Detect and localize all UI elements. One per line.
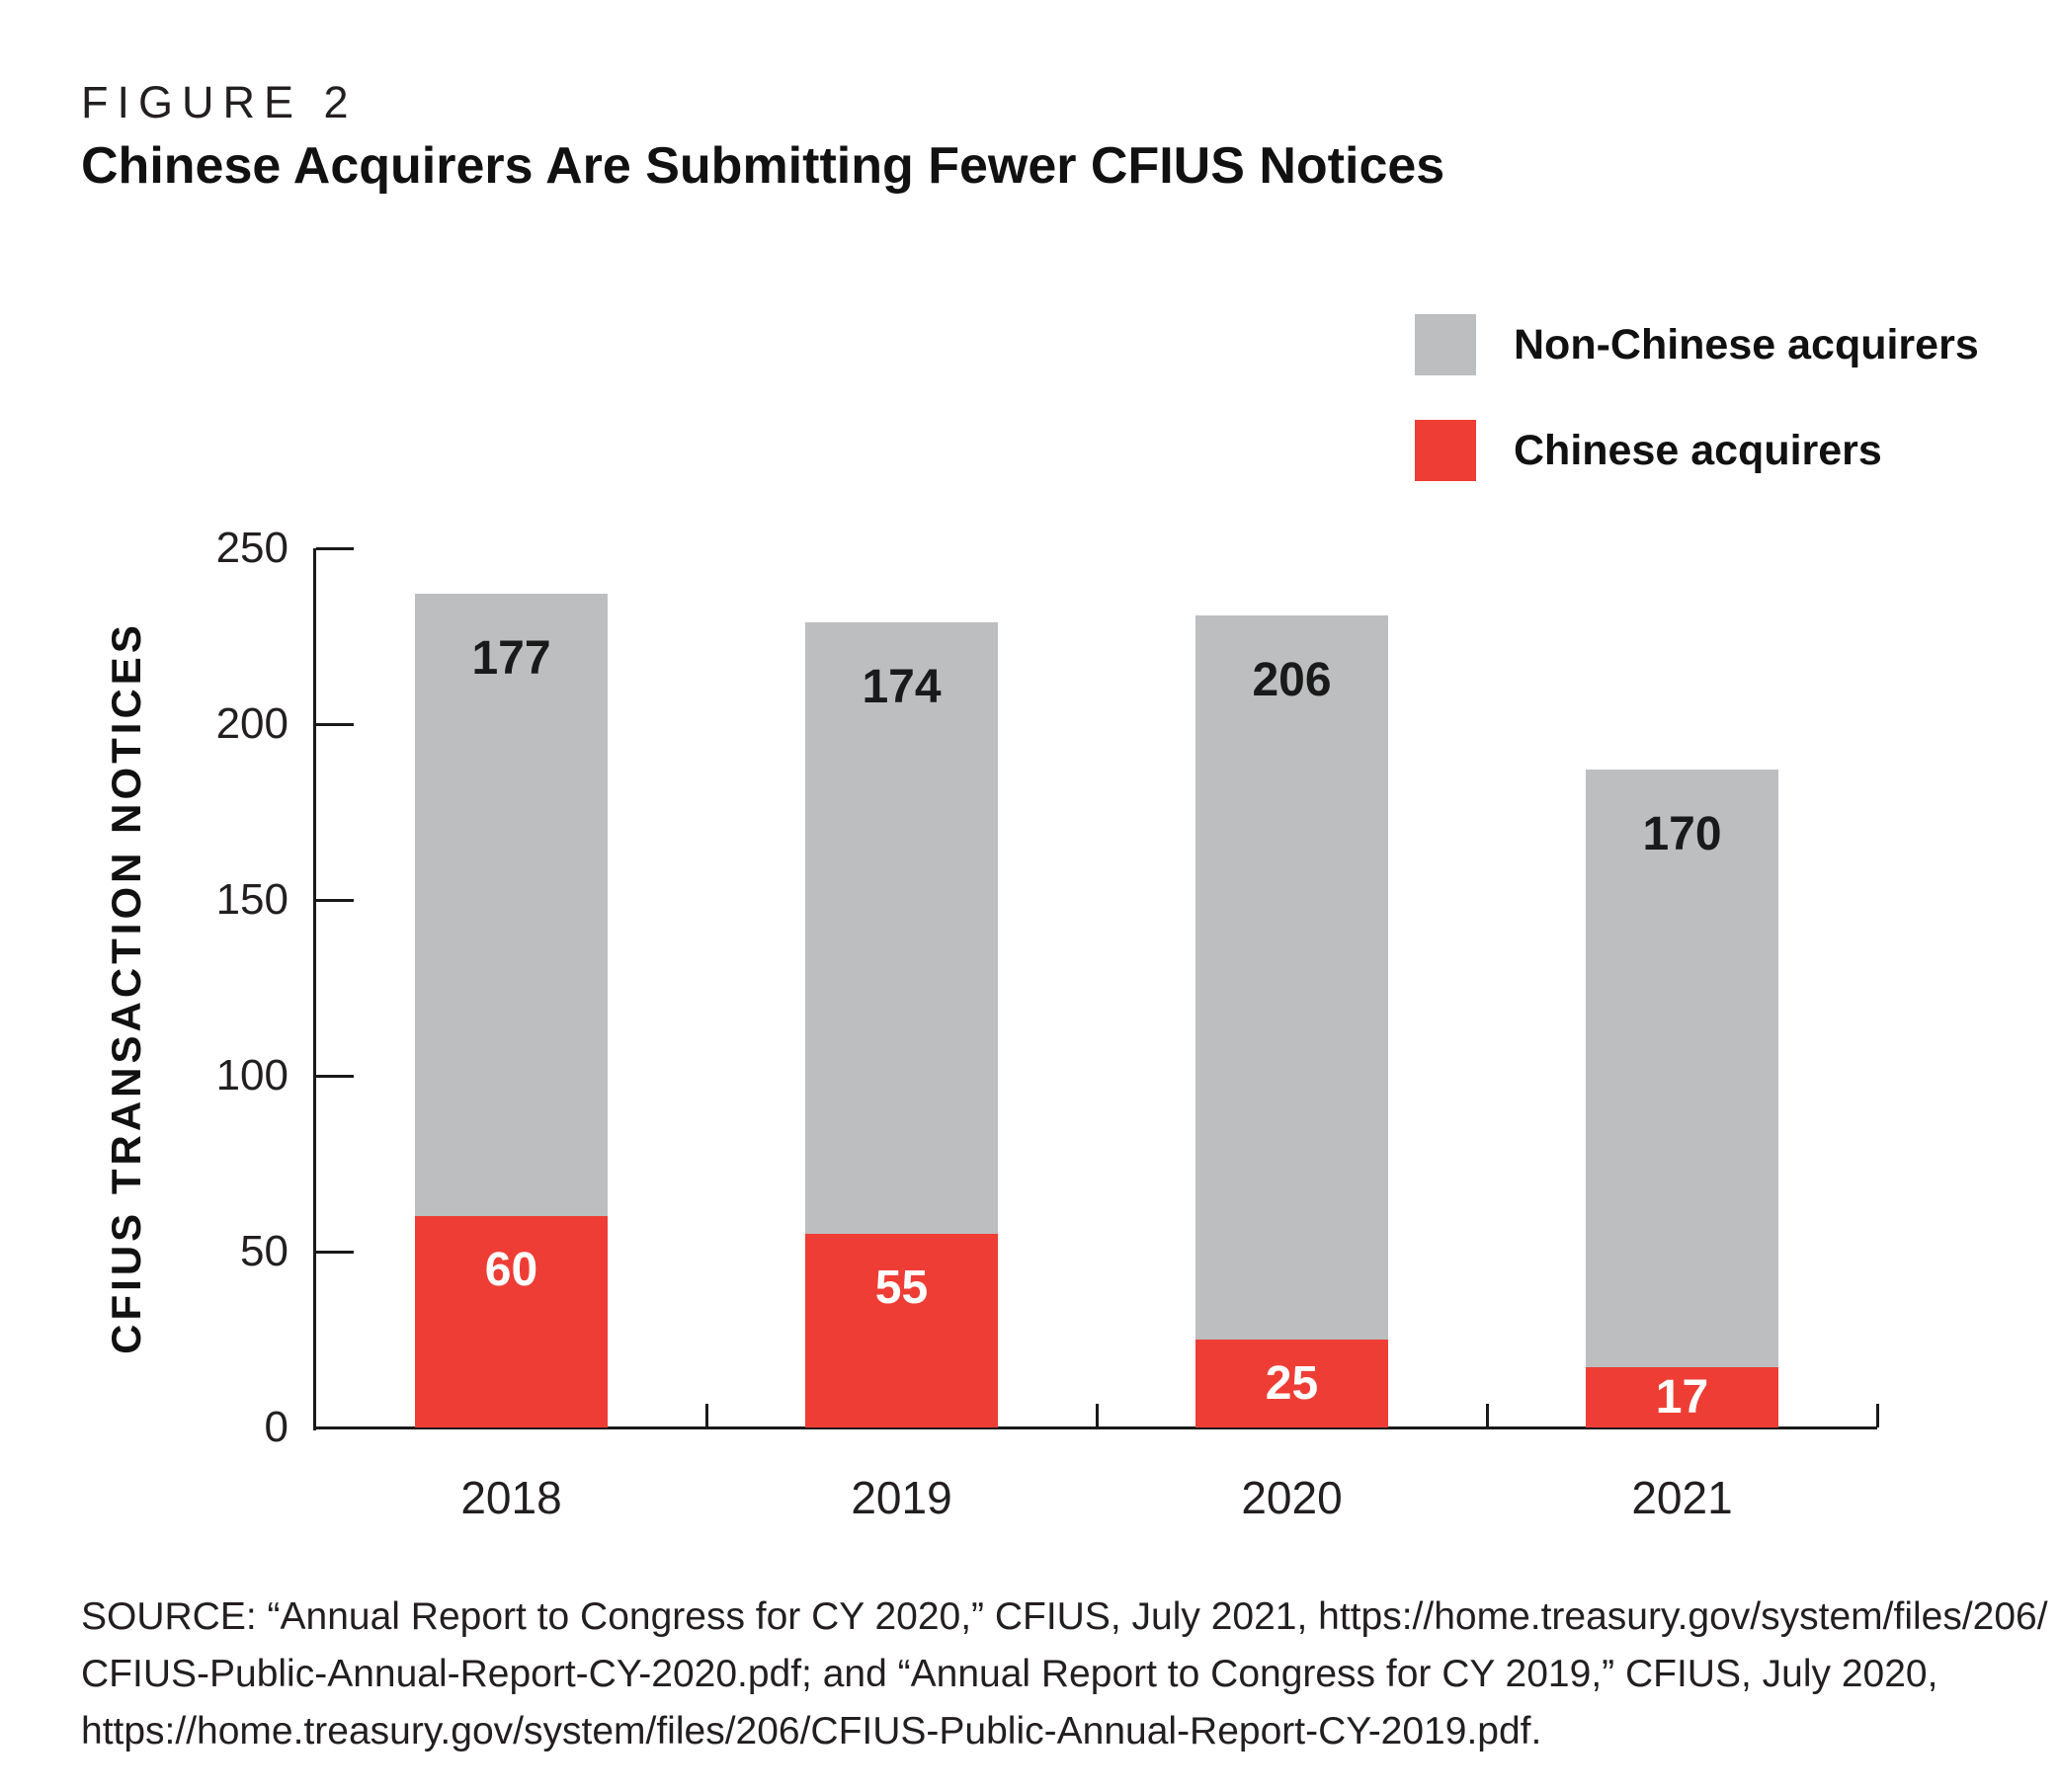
bar-segment-non-chinese-2021	[1586, 770, 1778, 1368]
figure-label: FIGURE 2	[81, 77, 358, 127]
bar-value-chinese-2018: 60	[484, 1244, 538, 1297]
y-tick-label-50: 50	[240, 1227, 288, 1275]
bar-segment-non-chinese-2020	[1195, 614, 1388, 1340]
source-note: SOURCE: “Annual Report to Congress for C…	[81, 1588, 2048, 1760]
y-tick-label-0: 0	[264, 1403, 288, 1451]
figure-title: Chinese Acquirers Are Submitting Fewer C…	[81, 137, 1445, 195]
y-tick-label-100: 100	[215, 1051, 288, 1100]
y-tick-label-150: 150	[215, 875, 288, 924]
bar-segment-chinese-2021	[1586, 1367, 1778, 1427]
x-tick-mark-1	[704, 1404, 708, 1427]
bar-segment-chinese-2018	[415, 1216, 608, 1427]
y-tick-mark-250	[316, 546, 354, 550]
y-tick-mark-200	[316, 722, 354, 726]
x-tick-mark-3	[1485, 1404, 1489, 1427]
bar-value-chinese-2019: 55	[874, 1262, 929, 1315]
legend-swatch-chinese	[1415, 420, 1476, 481]
y-tick-label-250: 250	[215, 524, 288, 572]
y-tick-mark-100	[316, 1074, 354, 1078]
bar-segment-chinese-2019	[805, 1234, 998, 1427]
x-tick-mark-2	[1095, 1404, 1099, 1427]
bar-value-chinese-2021: 17	[1655, 1370, 1709, 1424]
bar-value-non-chinese-2018: 177	[471, 632, 551, 686]
y-tick-mark-150	[316, 898, 354, 902]
x-tick-mark-4	[1875, 1404, 1879, 1427]
x-axis-label-2020: 2020	[1241, 1472, 1343, 1523]
source-line: SOURCE: “Annual Report to Congress for C…	[81, 1595, 2048, 1638]
bar-segment-chinese-2020	[1195, 1340, 1388, 1427]
bar-value-chinese-2020: 25	[1265, 1356, 1319, 1410]
legend-label-non-chinese: Non-Chinese acquirers	[1514, 320, 1979, 368]
legend-label-chinese: Chinese acquirers	[1514, 426, 1882, 474]
legend-item-chinese: Chinese acquirers	[1415, 420, 1882, 481]
source-line: https://home.treasury.gov/system/files/2…	[81, 1710, 1542, 1752]
source-line: CFIUS-Public-Annual-Report-CY-2020.pdf; …	[81, 1653, 1938, 1695]
x-axis-label-2018: 2018	[460, 1472, 562, 1523]
x-axis-label-2021: 2021	[1631, 1472, 1733, 1523]
legend-swatch-non-chinese	[1415, 314, 1476, 375]
bar-value-non-chinese-2019: 174	[862, 660, 942, 713]
x-axis-label-2019: 2019	[851, 1472, 952, 1523]
x-axis-line	[313, 1426, 1877, 1429]
y-tick-label-200: 200	[215, 699, 288, 748]
y-tick-mark-50	[316, 1250, 354, 1254]
bar-value-non-chinese-2020: 206	[1252, 653, 1332, 706]
bar-value-non-chinese-2021: 170	[1642, 808, 1722, 861]
bar-segment-non-chinese-2019	[805, 621, 998, 1235]
y-axis-line	[313, 548, 316, 1430]
legend-item-non-chinese: Non-Chinese acquirers	[1415, 314, 1979, 375]
bar-segment-non-chinese-2018	[415, 594, 608, 1217]
